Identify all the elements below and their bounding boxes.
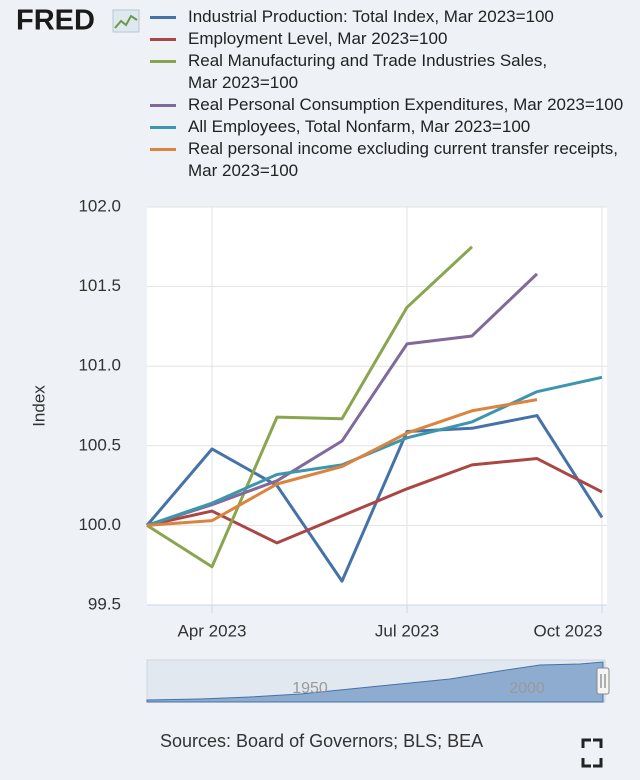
legend-label: Employment Level, Mar 2023=100 bbox=[188, 29, 448, 48]
legend-item[interactable]: Real Manufacturing and Trade Industries … bbox=[150, 50, 630, 94]
legend-item[interactable]: Real personal income excluding current t… bbox=[150, 138, 630, 182]
y-tick-label: 100.5 bbox=[78, 435, 121, 454]
navigator-label: 2000 bbox=[509, 680, 545, 697]
x-tick-label: Oct 2023 bbox=[534, 621, 603, 640]
series-line bbox=[146, 457, 603, 545]
legend-item[interactable]: Real Personal Consumption Expenditures, … bbox=[150, 94, 630, 116]
y-tick-label: 101.5 bbox=[78, 276, 121, 295]
legend-swatch bbox=[150, 104, 176, 107]
legend-label: All Employees, Total Nonfarm, Mar 2023=1… bbox=[188, 117, 531, 136]
navigator bbox=[146, 659, 610, 703]
logo: FRED bbox=[16, 5, 95, 37]
legend-label: Industrial Production: Total Index, Mar … bbox=[188, 7, 554, 26]
series-line bbox=[146, 272, 539, 527]
y-tick-label: 101.0 bbox=[78, 356, 121, 375]
y-tick-label: 99.5 bbox=[88, 594, 121, 613]
legend-label: Real personal income excluding current t… bbox=[188, 139, 618, 180]
legend-item[interactable]: All Employees, Total Nonfarm, Mar 2023=1… bbox=[150, 116, 630, 138]
x-tick-label: Apr 2023 bbox=[178, 621, 247, 640]
legend-item[interactable]: Employment Level, Mar 2023=100 bbox=[150, 28, 630, 50]
legend-item[interactable]: Industrial Production: Total Index, Mar … bbox=[150, 6, 630, 28]
y-tick-label: 102.0 bbox=[78, 196, 121, 215]
series-line bbox=[145, 414, 604, 583]
legend-swatch bbox=[150, 16, 176, 19]
legend: Industrial Production: Total Index, Mar … bbox=[150, 6, 630, 182]
legend-swatch bbox=[150, 60, 176, 63]
y-tick-label: 100.0 bbox=[78, 515, 121, 534]
legend-swatch bbox=[150, 148, 176, 151]
legend-swatch bbox=[150, 126, 176, 129]
series-line bbox=[146, 398, 538, 527]
legend-label: Real Manufacturing and Trade Industries … bbox=[188, 51, 548, 92]
legend-label: Real Personal Consumption Expenditures, … bbox=[188, 95, 624, 114]
source: Sources: Board of Governors; BLS; BEA bbox=[160, 731, 483, 751]
legend-swatch bbox=[150, 38, 176, 41]
logo-icon bbox=[112, 9, 140, 33]
navigator-label: 1950 bbox=[292, 680, 328, 697]
x-tick-label: Jul 2023 bbox=[375, 621, 439, 640]
fullscreen-icon[interactable] bbox=[581, 738, 603, 768]
y-axis-label: Index bbox=[29, 385, 48, 427]
plot-area bbox=[147, 207, 607, 605]
series-line bbox=[146, 245, 474, 569]
